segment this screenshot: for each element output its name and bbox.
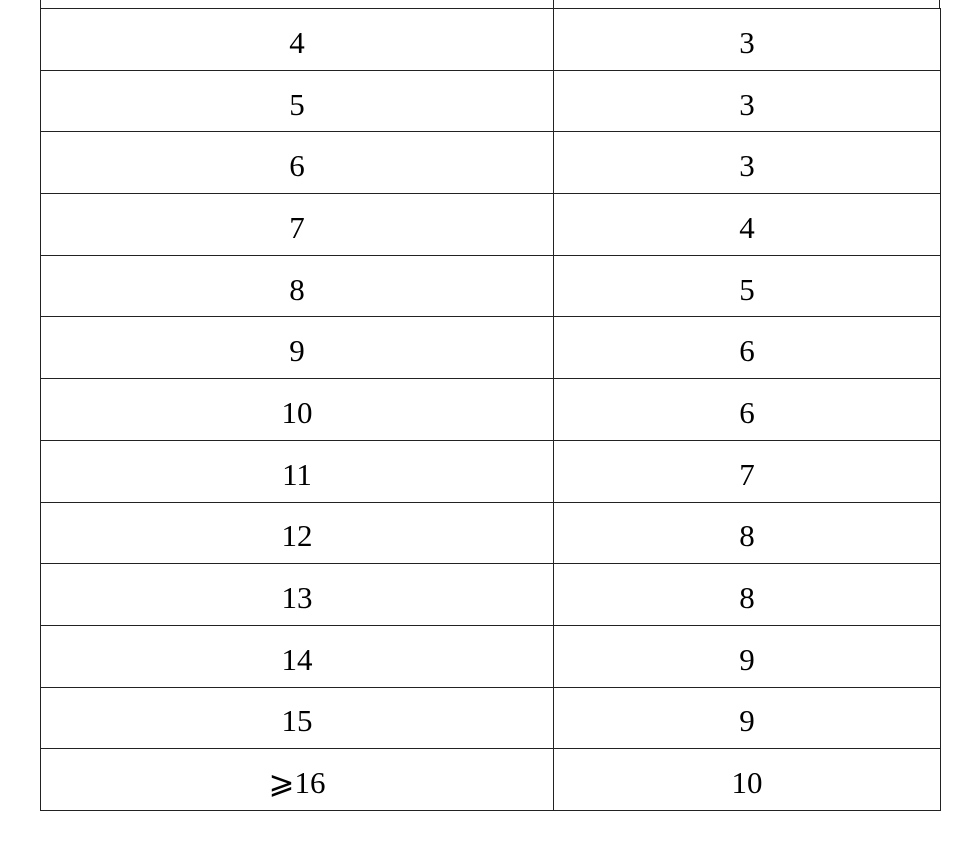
table-cell-col1: 8 (40, 254, 554, 318)
table-cell-col1: 9 (40, 316, 554, 380)
table-cell-col2: 7 (553, 439, 941, 503)
table-row: 15 9 (40, 686, 941, 750)
table-cell-col2: 3 (553, 131, 941, 195)
table-cell-col1: 15 (40, 686, 554, 750)
table-cell-col1: 7 (40, 193, 554, 256)
table-cell-col2: 3 (553, 8, 941, 71)
table-cell-col1: 5 (40, 69, 554, 133)
table-cell-col2: 6 (553, 378, 941, 441)
table-cell-col1: 12 (40, 501, 554, 565)
table-cell-col2: 8 (553, 563, 941, 626)
table-cell-col2: 10 (553, 748, 941, 811)
table-cell-col1: 10 (40, 378, 554, 441)
data-table: 4 3 5 3 6 3 7 4 8 5 9 6 10 6 11 7 12 8 13 8 14 9 15 9 ⩾16 10 (40, 8, 941, 811)
table-cell-col2: 9 (553, 624, 941, 688)
table-cell-col1: 14 (40, 624, 554, 688)
table-row: 10 6 (40, 378, 941, 441)
table-cell-col1: 11 (40, 439, 554, 503)
table-cell-col2: 6 (553, 316, 941, 380)
table-row: 11 7 (40, 439, 941, 503)
table-cell-col2: 8 (553, 501, 941, 565)
table-row-partial-top (40, 0, 940, 8)
table-cell-col2: 4 (553, 193, 941, 256)
table-cell-col1: 13 (40, 563, 554, 626)
table-cell-col1: 4 (40, 8, 554, 71)
column-divider (553, 0, 554, 8)
table-row: 12 8 (40, 501, 941, 565)
table-cell-col2: 3 (553, 69, 941, 133)
table-row: 14 9 (40, 624, 941, 688)
table-cell-col1: 6 (40, 131, 554, 195)
table-cell-col1: ⩾16 (40, 748, 554, 811)
table-row: 13 8 (40, 563, 941, 626)
table-row: ⩾16 10 (40, 748, 941, 811)
table-cell-col2: 5 (553, 254, 941, 318)
table-cell-col2: 9 (553, 686, 941, 750)
